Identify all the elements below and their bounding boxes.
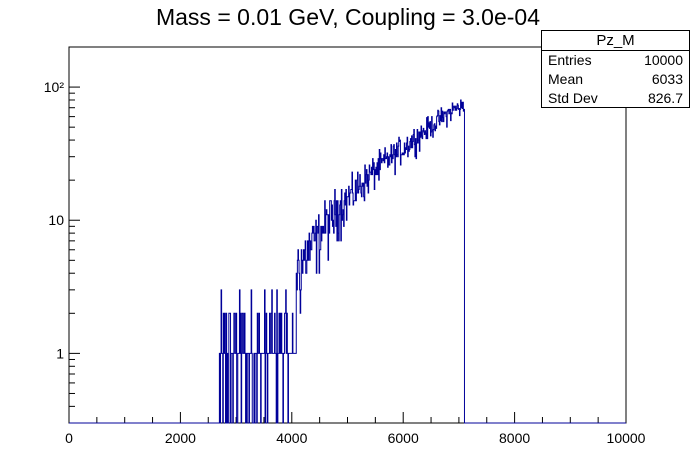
- stats-row-stddev: Std Dev 826.7: [542, 89, 689, 108]
- x-tick-label: 8000: [499, 430, 530, 446]
- stats-mean-label: Mean: [548, 71, 584, 87]
- chart-title: Mass = 0.01 GeV, Coupling = 3.0e-04: [155, 4, 540, 30]
- stats-name: Pz_M: [542, 31, 689, 51]
- y-tick-label: 10: [48, 212, 64, 228]
- y-tick-label: 10²: [44, 79, 65, 95]
- x-tick-label: 4000: [276, 430, 307, 446]
- stats-stddev-value: 826.7: [647, 90, 683, 106]
- stats-entries-value: 10000: [644, 52, 683, 68]
- stats-row-mean: Mean 6033: [542, 70, 689, 89]
- x-tick-label: 10000: [607, 430, 646, 446]
- x-tick-label: 2000: [165, 430, 196, 446]
- stats-row-entries: Entries 10000: [542, 51, 689, 70]
- stats-mean-value: 6033: [651, 71, 683, 87]
- stats-box: Pz_M Entries 10000 Mean 6033 Std Dev 826…: [541, 30, 690, 108]
- histogram-line: [69, 99, 626, 424]
- axis-tick-labels: 0 2000 4000 6000 8000 10000 1 10 10²: [44, 79, 646, 446]
- x-tick-label: 6000: [388, 430, 419, 446]
- stats-stddev-label: Std Dev: [548, 90, 598, 106]
- y-tick-label: 1: [56, 345, 64, 361]
- x-tick-label: 0: [65, 430, 73, 446]
- stats-entries-label: Entries: [548, 52, 592, 68]
- axis-ticks: [68, 46, 627, 424]
